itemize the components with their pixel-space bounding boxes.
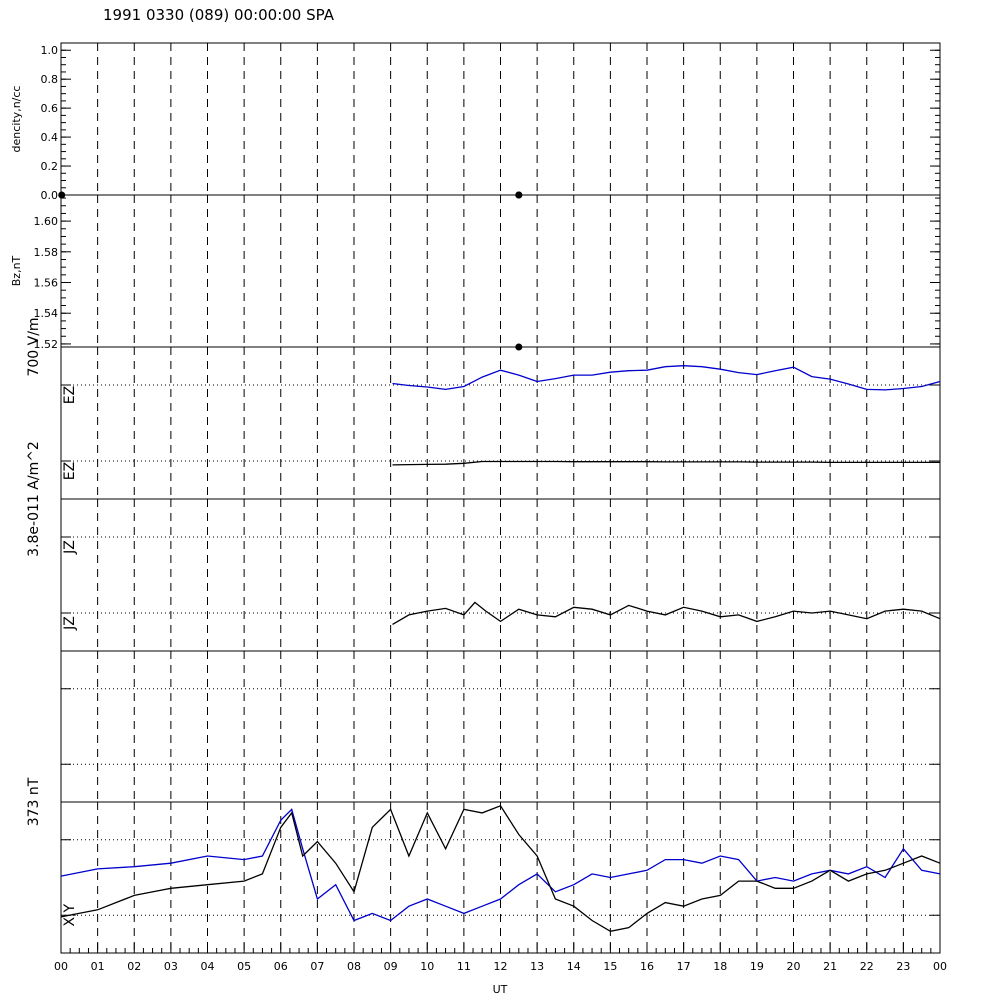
x-tick-label: 13 — [530, 960, 544, 973]
y-tick-label: 1.54 — [34, 307, 59, 320]
y-tick-label: 1.0 — [41, 44, 59, 57]
y-tick-label: 0.2 — [41, 160, 59, 173]
y-tick-label: 1.56 — [34, 277, 59, 290]
x-tick-label: 17 — [677, 960, 691, 973]
x-tick-label: 19 — [750, 960, 764, 973]
x-tick-label: 08 — [347, 960, 361, 973]
chart-title: 1991 0330 (089) 00:00:00 SPA — [103, 6, 335, 24]
x-tick-label: 02 — [127, 960, 141, 973]
x-tick-label: 01 — [91, 960, 105, 973]
x-tick-label: 20 — [787, 960, 801, 973]
x-tick-label: 12 — [494, 960, 508, 973]
y-tick-label: 0.4 — [41, 131, 59, 144]
x-tick-label: 04 — [201, 960, 215, 973]
panel-1: 0.0 0.2 0.4 0.6 0.8 1.0 dencity,n/cc — [10, 42, 941, 202]
x-tick-label: 09 — [384, 960, 398, 973]
x-tick-label: 14 — [567, 960, 581, 973]
x-tick-label: 23 — [896, 960, 910, 973]
x-tick-label: 07 — [310, 960, 324, 973]
x-tick-label: 15 — [603, 960, 617, 973]
trace-line — [60, 805, 941, 932]
trace-label: X,Y — [62, 904, 78, 927]
x-tick-label: 06 — [274, 960, 288, 973]
data-point — [515, 191, 523, 199]
y-tick-label: 0.0 — [41, 189, 59, 202]
x-tick-label: 03 — [164, 960, 178, 973]
x-tick-label: 00 — [54, 960, 68, 973]
panel-4: 3.8e-011 A/m^2 JZ JZ — [26, 441, 941, 652]
panel-5 — [60, 650, 941, 803]
y-axis-label: dencity,n/cc — [10, 86, 23, 153]
x-tick-label: 18 — [713, 960, 727, 973]
y-tick-label: 1.60 — [34, 215, 59, 228]
scale-label: 700 V/m — [26, 317, 42, 376]
trace-line — [392, 365, 941, 391]
scale-label: 373 nT — [26, 777, 42, 826]
trace-line — [60, 808, 941, 922]
y-tick-label: 0.8 — [41, 73, 59, 86]
panel-3: 700 V/m EZ EZ — [26, 317, 941, 500]
panel-6: 373 nT X,Y — [26, 777, 941, 954]
y-tick-label: 1.52 — [34, 338, 59, 351]
x-tick-label: 00 — [933, 960, 947, 973]
x-tick-label: 16 — [640, 960, 654, 973]
panel-2: 1.52 1.54 1.56 1.58 1.60 Bz,nT — [10, 191, 941, 351]
x-tick-label: 11 — [457, 960, 471, 973]
y-axis-label: Bz,nT — [10, 255, 23, 286]
x-axis-label: UT — [493, 983, 508, 996]
y-tick-label: 1.58 — [34, 246, 59, 259]
trace-line — [392, 460, 940, 466]
trace-label: EZ — [62, 462, 78, 480]
x-tick-label: 10 — [420, 960, 434, 973]
trace-label: JZ — [62, 616, 78, 631]
trace-label: EZ — [62, 386, 78, 404]
y-tick-label: 0.6 — [41, 102, 59, 115]
scale-label: 3.8e-011 A/m^2 — [26, 441, 42, 557]
x-tick-label: 22 — [860, 960, 874, 973]
x-tick-label: 05 — [237, 960, 251, 973]
trace-label: JZ — [62, 540, 78, 555]
trace-line — [392, 601, 941, 625]
x-tick-label: 21 — [823, 960, 837, 973]
